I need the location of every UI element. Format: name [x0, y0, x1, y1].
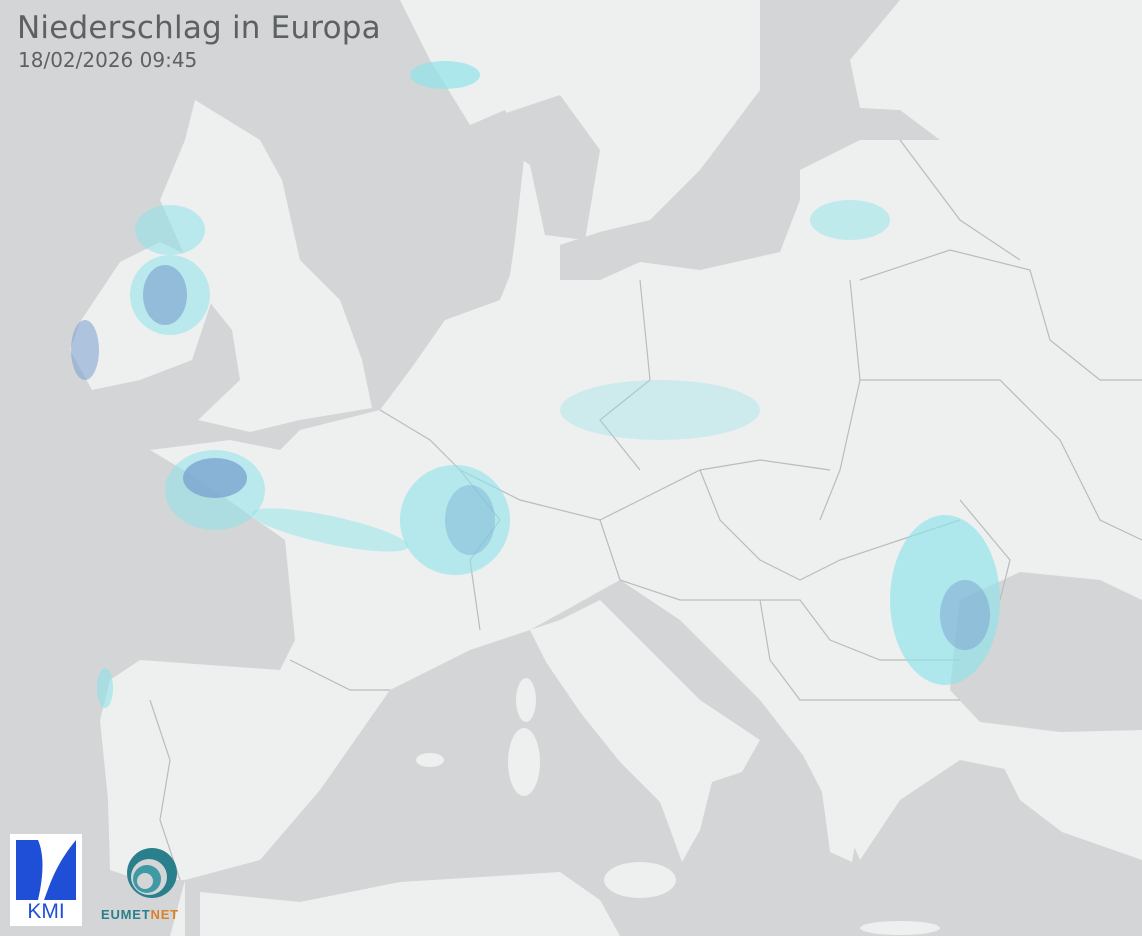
rain-cell-romania-core — [940, 580, 990, 650]
rain-cell-galicia — [97, 668, 113, 708]
sicily — [604, 862, 676, 898]
kmi-logo-text: KMI — [27, 900, 65, 923]
kmi-logo: KMI — [10, 834, 82, 926]
crete — [860, 921, 940, 935]
rain-cell-ireland-west — [71, 320, 99, 380]
italy — [530, 600, 760, 862]
map-title: Niederschlag in Europa — [17, 10, 381, 46]
turkey — [1000, 740, 1142, 860]
kmi-emblem-icon — [16, 840, 76, 900]
kattegat — [470, 95, 600, 240]
rain-cell-irish-sea-core — [143, 265, 187, 325]
eumetnet-logo-text: EUMETNET — [101, 907, 179, 922]
rain-cell-alsace-core — [445, 485, 495, 555]
north-africa — [200, 872, 620, 936]
rain-band-france — [251, 508, 409, 552]
map-timestamp: 18/02/2026 09:45 — [18, 48, 198, 72]
eumetnet-logo: EUMETNET — [98, 845, 208, 925]
corsica — [516, 678, 536, 722]
rain-cell-scotland — [135, 205, 205, 255]
rain-cell-norway — [410, 61, 480, 89]
atlantic-north-sea — [0, 0, 525, 936]
great-britain — [160, 100, 372, 432]
precipitation — [71, 61, 1000, 708]
rain-cell-brittany-core — [183, 458, 247, 498]
eumetnet-rings-icon — [127, 848, 177, 898]
rain-cell-czechia — [560, 380, 760, 440]
baltic-sea — [560, 0, 940, 280]
sardinia — [508, 728, 540, 796]
mallorca — [416, 753, 444, 767]
rain-cell-baltic — [810, 200, 890, 240]
eumetnet-text-part1: EUMET — [101, 907, 151, 922]
land-masses — [70, 100, 1142, 936]
greece — [790, 718, 902, 862]
eumetnet-text-part2: NET — [150, 907, 179, 922]
